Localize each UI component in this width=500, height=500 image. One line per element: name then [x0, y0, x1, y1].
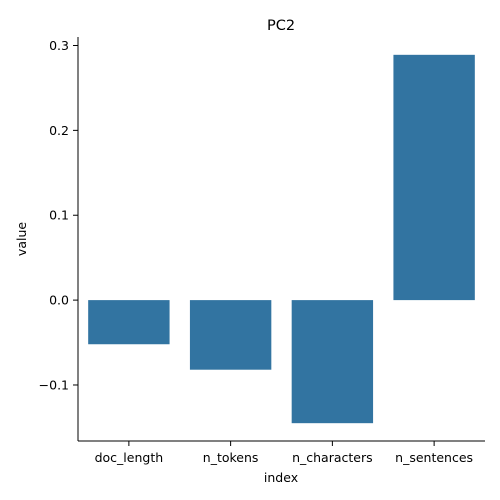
y-tick-label: 0.2 [49, 123, 69, 138]
bar-n-tokens [190, 300, 271, 370]
y-tick-label: −0.1 [39, 377, 69, 392]
bar-n-sentences [393, 55, 474, 300]
x-axis-label: index [264, 470, 298, 485]
bar-n-characters [292, 300, 373, 423]
x-tick-label: n_tokens [203, 450, 259, 465]
y-tick-label: 0.0 [49, 293, 69, 308]
x-axis: doc_length n_tokens n_characters n_sentence… [95, 441, 473, 465]
x-tick-label: doc_length [95, 450, 164, 465]
y-tick-label: 0.1 [49, 208, 69, 223]
y-axis-label: value [14, 222, 29, 256]
x-tick-label: n_sentences [395, 450, 473, 465]
chart-title: PC2 [267, 18, 295, 34]
x-tick-label: n_characters [292, 450, 373, 465]
bars-group [88, 55, 475, 423]
y-tick-label: 0.3 [49, 38, 69, 53]
y-axis: −0.1 0.0 0.1 0.2 0.3 [39, 38, 78, 392]
bar-doc-length [88, 300, 169, 344]
